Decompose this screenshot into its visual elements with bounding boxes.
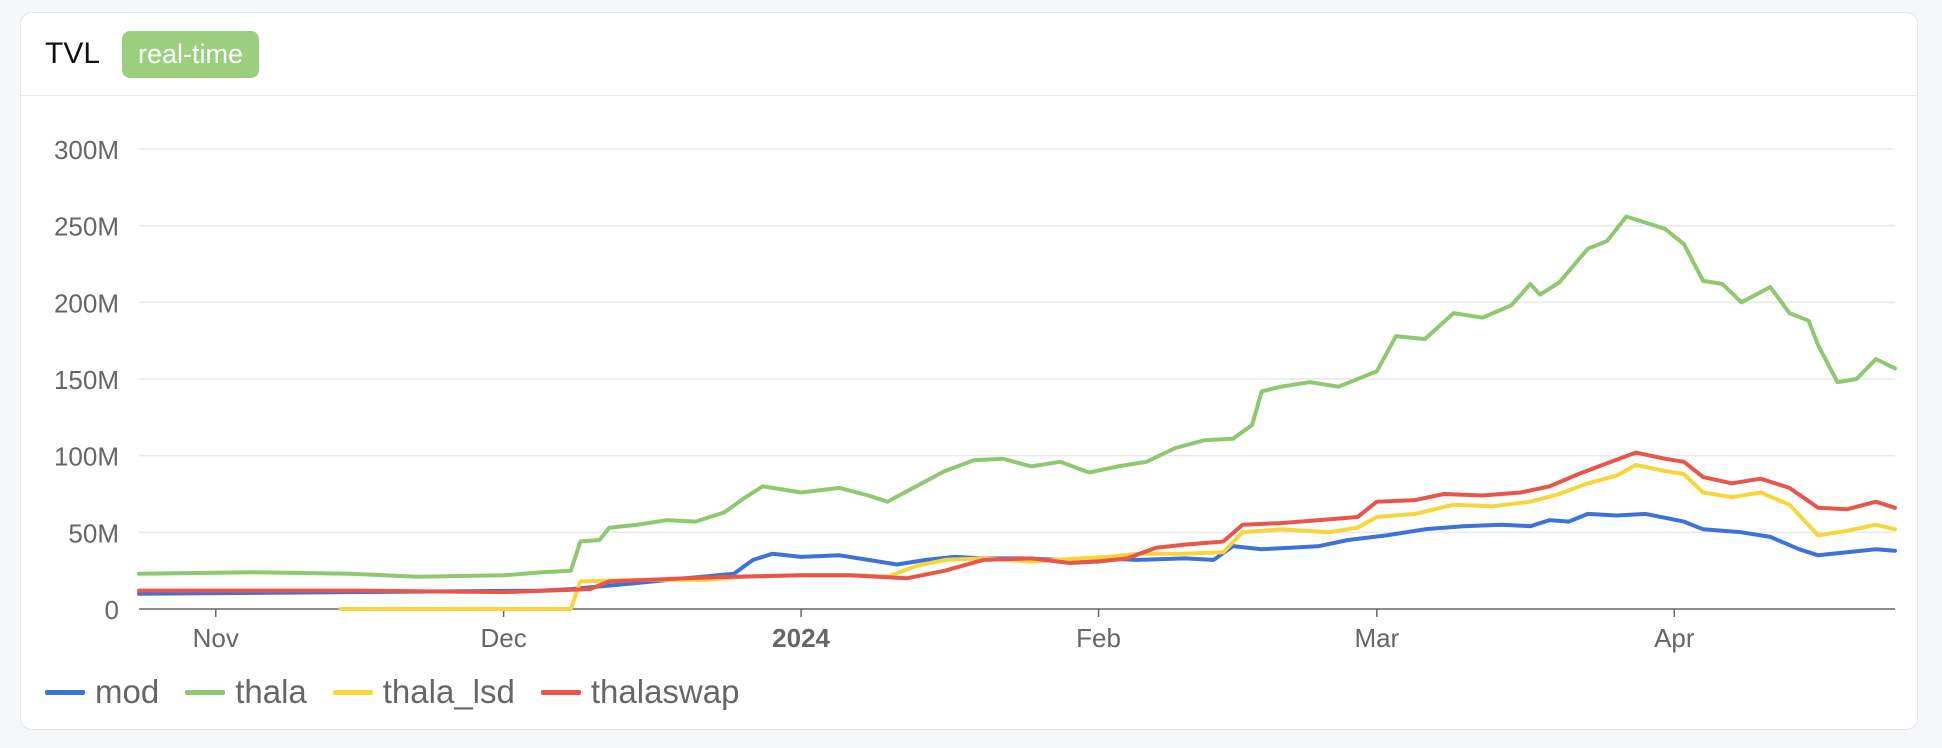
tvl-card: TVL real-time 0 50M 100M 150M 200M 250M 300M No… xyxy=(20,12,1918,730)
legend-swatch xyxy=(45,689,85,695)
x-tick-label: Dec xyxy=(481,623,527,653)
real-time-badge: real-time xyxy=(122,30,260,78)
y-tick-label: 250M xyxy=(54,212,119,242)
legend-item-thala[interactable]: thala xyxy=(185,673,307,711)
y-tick-label: 200M xyxy=(54,288,119,318)
legend-item-mod[interactable]: mod xyxy=(45,673,159,711)
x-tick-label: Nov xyxy=(193,623,239,653)
legend-item-thala_lsd[interactable]: thala_lsd xyxy=(332,673,515,711)
x-tick-label: Feb xyxy=(1076,623,1121,653)
x-tick-label: Apr xyxy=(1654,623,1695,653)
legend-label: thala_lsd xyxy=(382,673,515,710)
y-tick-label: 100M xyxy=(54,442,119,472)
series-line-mod xyxy=(137,511,1897,596)
x-tick-label: Mar xyxy=(1354,623,1399,653)
card-header: TVL real-time xyxy=(21,13,1917,96)
y-tick-label: 0 xyxy=(105,595,119,625)
legend-swatch xyxy=(540,689,581,695)
legend-swatch xyxy=(185,689,226,695)
legend-label: thalaswap xyxy=(590,673,740,710)
chart-legend: mod thala thala_lsd thalaswap xyxy=(45,673,739,711)
tvl-line-chart: 0 50M 100M 150M 200M 250M 300M Nov Dec 2024 Feb Mar… xyxy=(54,135,1897,653)
legend-label: mod xyxy=(95,673,160,710)
series-line-thalaswap xyxy=(137,450,1897,595)
legend-label: thala xyxy=(235,673,307,710)
y-tick-label: 50M xyxy=(68,518,119,548)
y-tick-label: 150M xyxy=(54,365,119,395)
legend-item-thalaswap[interactable]: thalaswap xyxy=(540,673,740,711)
y-tick-label: 300M xyxy=(54,135,119,165)
legend-swatch xyxy=(332,689,373,695)
x-tick-label: 2024 xyxy=(772,623,830,653)
card-title: TVL xyxy=(45,37,101,70)
series-line-thala xyxy=(137,214,1897,579)
